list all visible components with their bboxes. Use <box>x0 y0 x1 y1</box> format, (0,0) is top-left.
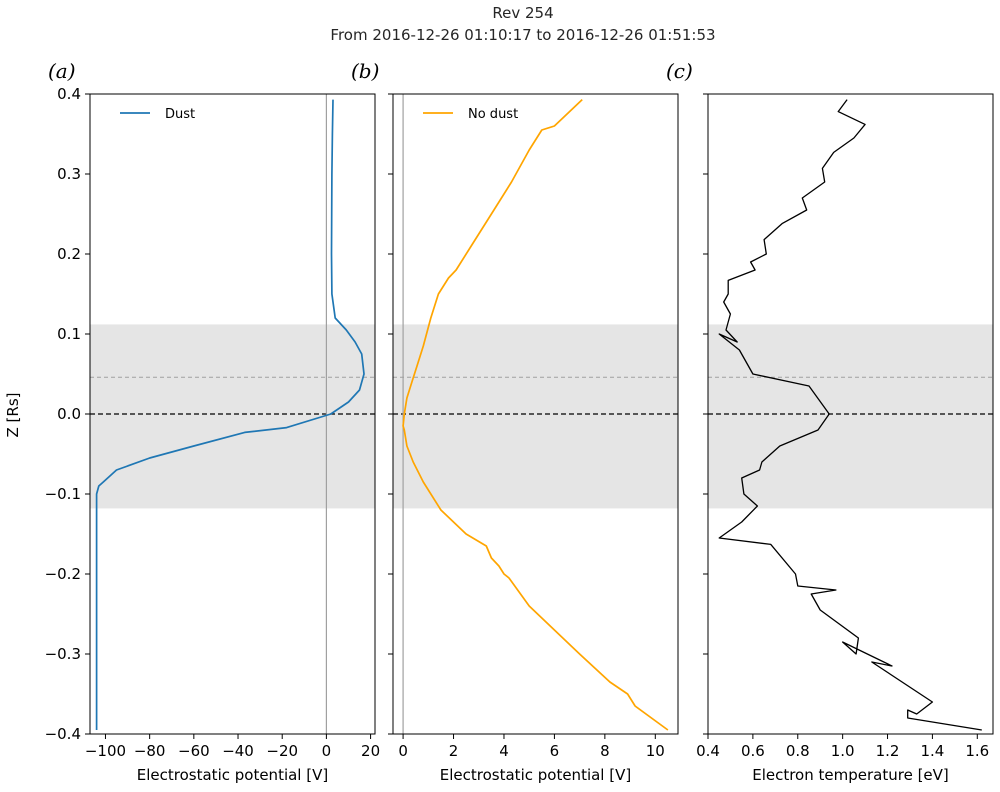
x-tick-label: 0.8 <box>786 742 810 760</box>
y-tick-label: −0.1 <box>45 485 81 503</box>
x-tick-label: 0 <box>322 742 332 760</box>
x-tick-label: −80 <box>134 742 166 760</box>
series-line-temperature <box>718 99 982 731</box>
shaded-band <box>90 324 375 509</box>
x-tick-label: 1.4 <box>920 742 944 760</box>
x-tick-label: 0.4 <box>696 742 720 760</box>
panel-2: 0.4 0.6 0.8 1.0 1.2 1.4 1.6 Electron temperatur… <box>666 59 994 784</box>
x-tick-label: −100 <box>85 742 126 760</box>
figure-title: Rev 254 <box>492 4 553 22</box>
panel-tag: (c) <box>666 59 693 83</box>
y-tick-label: 0.3 <box>57 165 81 183</box>
y-tick-label: 0.0 <box>57 405 81 423</box>
panel-0: Dust −100 −80 −60 −40 −20 0 20 0.4 0.3 0.2 0.1 0.0 −0… <box>45 59 381 784</box>
y-tick-label: 0.4 <box>57 85 81 103</box>
x-tick-label: 0.6 <box>741 742 765 760</box>
x-tick-label: 2 <box>449 742 459 760</box>
x-tick-label: −40 <box>222 742 254 760</box>
shaded-band <box>393 324 678 509</box>
y-tick-label: −0.3 <box>45 645 81 663</box>
legend-label: Dust <box>165 107 195 122</box>
series-line-dust <box>95 99 365 730</box>
panel-tag: (a) <box>48 59 76 83</box>
x-axis-label: Electrostatic potential [V] <box>137 766 328 784</box>
x-tick-label: −60 <box>178 742 210 760</box>
y-tick-label: 0.2 <box>57 245 81 263</box>
x-tick-label: 4 <box>499 742 509 760</box>
x-tick-label: 0 <box>398 742 408 760</box>
y-tick-label: 0.1 <box>57 325 81 343</box>
y-tick-label: −0.4 <box>45 725 81 743</box>
panels: Dust−100 −80 −60 −40 −20 0 200.40.30.20.10.0−0… <box>45 59 994 784</box>
shaded-band <box>708 324 993 509</box>
x-tick-label: 10 <box>646 742 665 760</box>
series-line-no-dust <box>402 98 669 731</box>
legend-label: No dust <box>468 107 518 122</box>
x-tick-label: 20 <box>361 742 380 760</box>
panel-1: No dust 0 2 4 6 8 10 Electrostatic potential [V… <box>351 59 679 784</box>
panel-tag: (b) <box>351 59 379 83</box>
x-axis-label: Electron temperature [eV] <box>752 766 949 784</box>
y-axis-label: Z [Rs] <box>4 393 22 438</box>
x-tick-label: 6 <box>550 742 560 760</box>
figure-subtitle: From 2016-12-26 01:10:17 to 2016-12-26 0… <box>330 26 715 44</box>
x-tick-label: 8 <box>600 742 610 760</box>
x-tick-label: 1.6 <box>965 742 989 760</box>
x-axis-label: Electrostatic potential [V] <box>440 766 631 784</box>
y-tick-label: −0.2 <box>45 565 81 583</box>
x-tick-label: −20 <box>266 742 298 760</box>
x-tick-label: 1.0 <box>831 742 855 760</box>
x-tick-label: 1.2 <box>876 742 900 760</box>
